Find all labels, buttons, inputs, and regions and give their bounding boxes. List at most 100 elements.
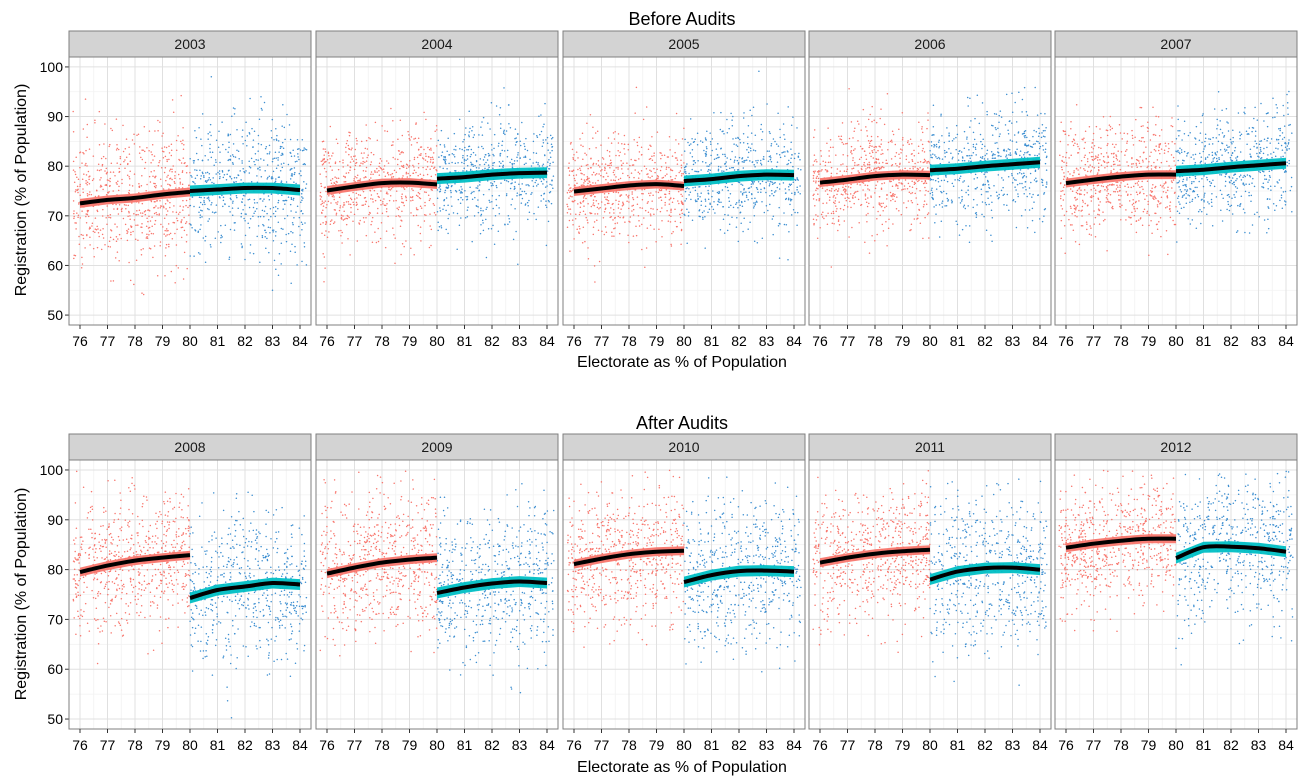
- point-left: [862, 189, 864, 191]
- point-right: [447, 204, 449, 206]
- point-left: [74, 191, 77, 193]
- point-left: [80, 233, 83, 236]
- point-left: [397, 208, 400, 211]
- point-left: [171, 178, 173, 181]
- point-left: [376, 139, 379, 142]
- point-right: [521, 183, 523, 185]
- point-right: [761, 201, 763, 203]
- point-right: [205, 172, 207, 174]
- point-left: [822, 202, 824, 205]
- point-left: [115, 235, 118, 238]
- x-tick-label: 84: [539, 333, 555, 349]
- y-tick-label: 70: [47, 208, 63, 224]
- point-right: [246, 145, 248, 147]
- point-left: [330, 202, 332, 204]
- point-left: [141, 158, 144, 161]
- point-left: [638, 173, 641, 175]
- point-left: [161, 135, 163, 137]
- point-left: [649, 213, 652, 215]
- point-left: [891, 185, 894, 187]
- point-left: [170, 149, 173, 151]
- point-right: [959, 177, 961, 180]
- point-left: [844, 191, 846, 193]
- point-left: [168, 245, 170, 248]
- point-left: [821, 187, 824, 189]
- point-right: [969, 154, 971, 157]
- point-right: [302, 197, 304, 199]
- point-left: [129, 170, 131, 173]
- point-left: [430, 147, 432, 149]
- point-left: [814, 170, 816, 172]
- point-left: [587, 202, 589, 205]
- point-left: [679, 170, 682, 172]
- point-right: [717, 192, 720, 195]
- point-left: [140, 156, 142, 159]
- point-left: [97, 163, 100, 165]
- point-left: [842, 143, 845, 145]
- point-left: [867, 212, 869, 215]
- point-right: [986, 153, 988, 155]
- point-left: [384, 175, 387, 178]
- point-right: [487, 152, 490, 155]
- point-right: [796, 127, 798, 129]
- point-right: [698, 215, 700, 217]
- point-left: [336, 203, 338, 205]
- point-left: [604, 163, 607, 165]
- point-left: [869, 113, 871, 116]
- point-right: [737, 161, 740, 164]
- point-left: [571, 189, 574, 192]
- point-right: [752, 207, 755, 209]
- point-right: [685, 187, 687, 190]
- point-left: [417, 137, 420, 140]
- point-left: [650, 192, 652, 194]
- point-right: [969, 97, 971, 99]
- point-right: [1016, 148, 1018, 151]
- point-right: [996, 195, 999, 197]
- point-right: [274, 215, 277, 218]
- point-right: [260, 107, 263, 110]
- point-left: [890, 199, 892, 202]
- point-right: [742, 167, 745, 169]
- point-left: [385, 230, 388, 232]
- point-left: [820, 150, 822, 152]
- point-left: [82, 188, 84, 190]
- point-right: [1000, 116, 1003, 118]
- point-right: [482, 193, 485, 196]
- point-left: [344, 176, 346, 179]
- point-left: [123, 203, 126, 206]
- point-right: [545, 206, 548, 209]
- point-right: [502, 164, 505, 167]
- point-left: [374, 231, 376, 233]
- point-left: [386, 130, 389, 133]
- point-right: [775, 165, 778, 168]
- point-left: [913, 149, 915, 152]
- point-left: [436, 170, 438, 172]
- point-left: [138, 202, 140, 204]
- point-left: [576, 182, 578, 185]
- point-right: [797, 179, 799, 181]
- point-left: [886, 244, 888, 247]
- point-right: [1023, 156, 1026, 159]
- point-right: [249, 97, 251, 100]
- point-left: [603, 233, 606, 236]
- point-left: [353, 198, 356, 200]
- point-right: [736, 159, 739, 162]
- point-left: [425, 118, 427, 121]
- point-left: [333, 198, 335, 201]
- point-left: [881, 205, 883, 208]
- point-right: [704, 247, 706, 249]
- point-left: [356, 174, 359, 176]
- point-right: [747, 198, 749, 201]
- point-right: [707, 192, 710, 195]
- point-right: [754, 134, 757, 137]
- point-left: [613, 174, 616, 176]
- point-left: [344, 181, 347, 183]
- point-left: [568, 162, 570, 164]
- point-right: [436, 189, 439, 191]
- point-right: [191, 196, 194, 198]
- point-left: [638, 151, 641, 153]
- point-left: [925, 203, 928, 206]
- point-left: [173, 180, 176, 183]
- point-left: [816, 175, 818, 178]
- point-right: [478, 184, 481, 186]
